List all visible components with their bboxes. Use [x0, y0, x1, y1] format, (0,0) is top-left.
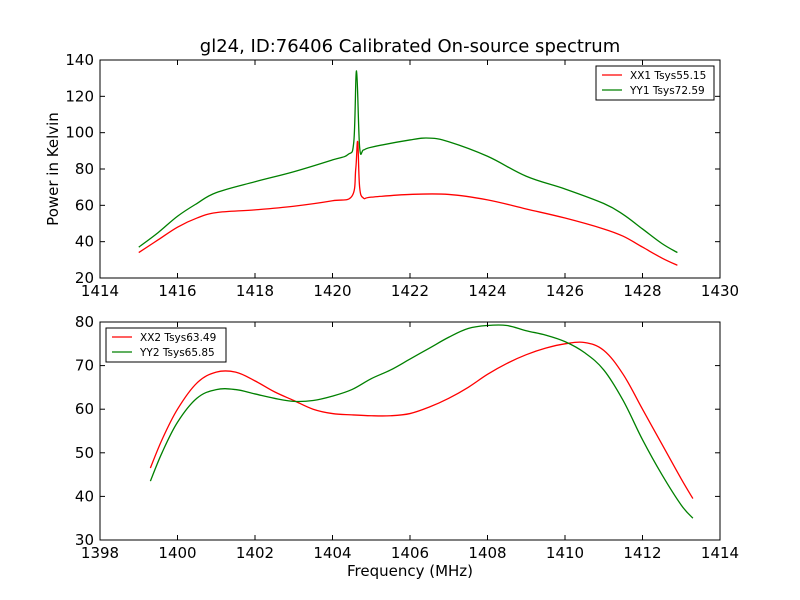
chart-panels: 1414 1416 1418 1420 1422 1424 1426 1428 1430 20 40…: [65, 51, 739, 562]
x-tick-label: 1402: [236, 544, 274, 562]
x-tick-label: 1406: [391, 544, 429, 562]
x-tick-label: 1426: [546, 282, 584, 300]
legend-entry-label: YY2 Tsys65.85: [139, 347, 215, 359]
series-line-2-1: [149, 341, 694, 499]
panel-1: 1414 1416 1418 1420 1422 1424 1426 1428 1430 20 40…: [65, 51, 739, 300]
x-tick-label: 1424: [468, 282, 506, 300]
panel-2: 1398 1400 1402 1404 1406 1408 1410 1412 1414 30 40…: [75, 313, 739, 562]
figure-title: gl24, ID:76406 Calibrated On-source spec…: [200, 36, 620, 57]
x-tick-label: 1430: [701, 282, 739, 300]
x-tick-label: 1416: [158, 282, 196, 300]
y-tick-label: 100: [65, 124, 94, 142]
y-tick-label: 70: [75, 357, 94, 375]
x-tick-label: 1412: [623, 544, 661, 562]
y-tick-label: 80: [75, 160, 94, 178]
series-line-2-2: [149, 324, 694, 519]
x-tick-label: 1422: [391, 282, 429, 300]
x-tick-label: 1404: [313, 544, 351, 562]
x-axis-label: Frequency (MHz): [347, 562, 473, 580]
x-tick-label: 1414: [701, 544, 739, 562]
series-line-1-1: [138, 140, 678, 266]
top-y-axis-label: Power in Kelvin: [44, 112, 62, 226]
legend-1: XX1 Tsys55.15 YY1 Tsys72.59: [595, 65, 715, 101]
x-tick-label: 1408: [468, 544, 506, 562]
x-tick-label: 1400: [158, 544, 196, 562]
y-tick-label: 60: [75, 196, 94, 214]
x-tick-label: 1398: [81, 544, 119, 562]
x-tick-label: 1418: [236, 282, 274, 300]
x-tick-label: 1410: [546, 544, 584, 562]
legend-box: [595, 65, 715, 101]
y-tick-label: 80: [75, 313, 94, 331]
legend-entry-label: YY1 Tsys72.59: [629, 85, 705, 97]
x-tick-label: 1414: [81, 282, 119, 300]
y-tick-label: 20: [75, 269, 94, 287]
legend-entry-label: XX1 Tsys55.15: [630, 70, 706, 82]
y-tick-label: 140: [65, 51, 94, 69]
x-tick-label: 1420: [313, 282, 351, 300]
y-tick-label: 40: [75, 487, 94, 505]
y-tick-label: 40: [75, 233, 94, 251]
y-tick-label: 30: [75, 531, 94, 549]
y-tick-label: 120: [65, 87, 94, 105]
series-line-1-2: [138, 70, 678, 254]
legend-box: [105, 327, 227, 363]
y-tick-label: 60: [75, 400, 94, 418]
y-tick-label: 50: [75, 444, 94, 462]
legend-2: XX2 Tsys63.49 YY2 Tsys65.85: [105, 327, 227, 363]
legend-entry-label: XX2 Tsys63.49: [140, 332, 216, 344]
x-tick-label: 1428: [623, 282, 661, 300]
